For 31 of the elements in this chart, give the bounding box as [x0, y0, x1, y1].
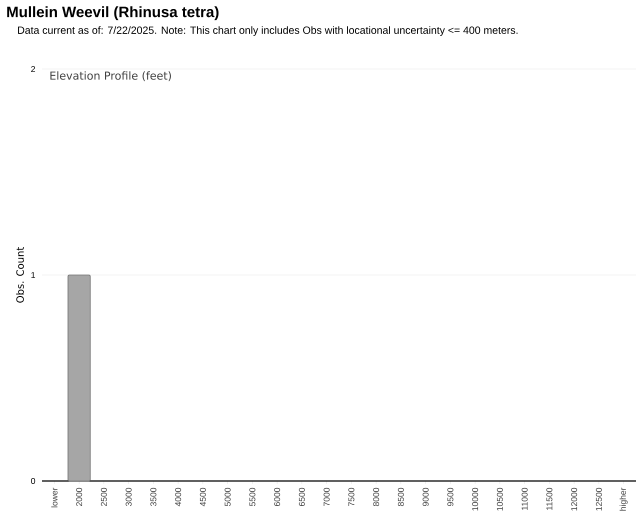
y-tick-label: 1 — [31, 272, 36, 278]
x-tick-label: higher — [620, 488, 628, 511]
x-tick-label: 6000 — [274, 488, 280, 506]
x-tick-label: 3500 — [150, 488, 156, 506]
x-tick-label: 5500 — [249, 488, 256, 506]
annotation: Elevation Profile (feet) — [50, 71, 171, 82]
chart-title: Mullein Weevil (Rhinusa tetra) — [7, 6, 219, 20]
x-tick-label: 4000 — [175, 488, 182, 506]
x-tick-label: 9500 — [447, 488, 454, 506]
x-tick-label: 11000 — [522, 488, 528, 510]
x-tick-label: 6500 — [298, 488, 305, 506]
x-tick-label: 5000 — [224, 488, 231, 506]
y-tick-label: 0 — [31, 478, 36, 484]
x-tick-label: 2000 — [76, 488, 82, 506]
x-tick-label: 7000 — [324, 488, 330, 506]
x-tick-label: 7500 — [348, 488, 354, 506]
x-tick-label: 9000 — [422, 488, 429, 506]
x-tick-label: 4500 — [200, 488, 206, 506]
x-tick-label: 8500 — [398, 488, 404, 506]
y-tick-label: 2 — [31, 66, 36, 72]
x-tick-label: 8000 — [373, 488, 380, 506]
x-tick-label: 10500 — [496, 488, 503, 511]
x-tick-label: 12000 — [571, 488, 578, 511]
x-tick-label: 12500 — [596, 488, 602, 511]
x-tick-label: 3000 — [126, 488, 132, 506]
x-tick-label: 11500 — [546, 488, 552, 510]
y-axis-title: Obs. Count — [16, 246, 24, 303]
x-tick-label: lower — [51, 488, 58, 508]
chart-subtitle: Data current as of: 7/22/2025. Note: This chart only includes Obs with locational uncertainty <= 400 meters. — [18, 26, 518, 36]
x-tick-label: 10000 — [472, 488, 478, 511]
x-tick-label: 2500 — [100, 488, 107, 506]
